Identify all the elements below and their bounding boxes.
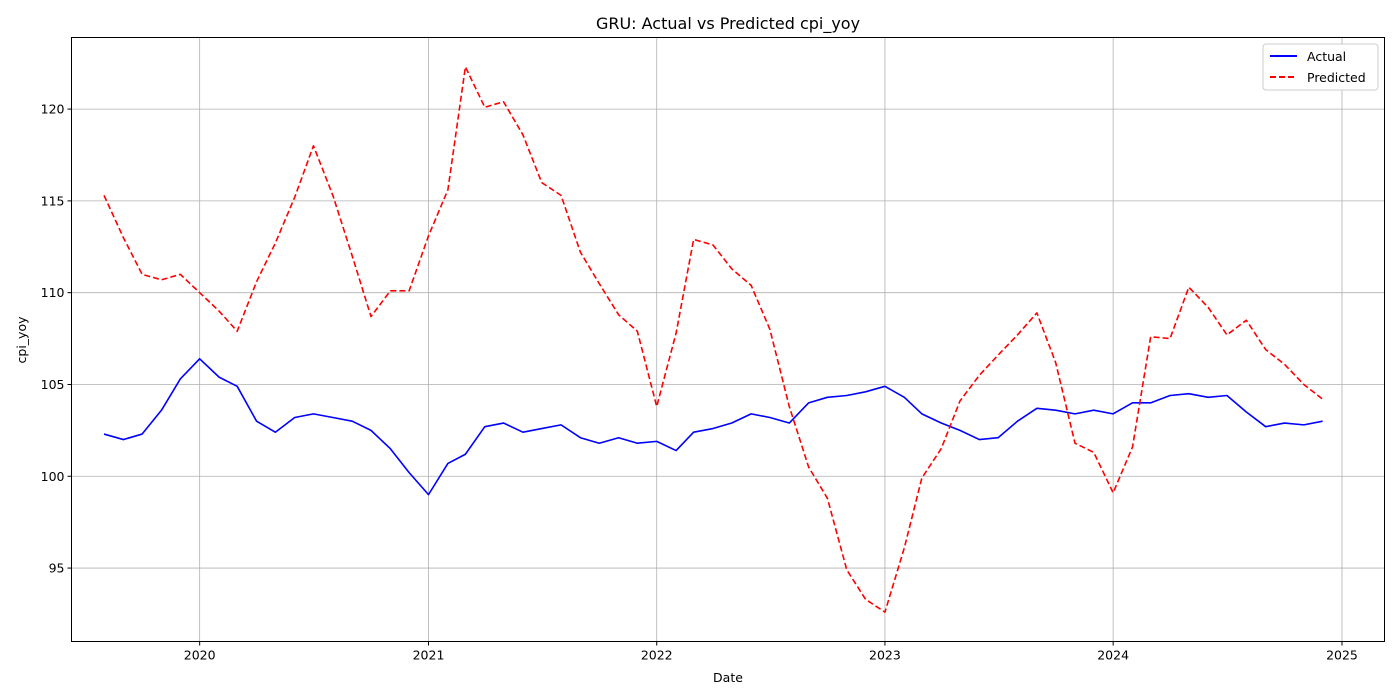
x-tick-label: 2023 xyxy=(869,648,901,663)
x-axis: 2020 2021 2022 2023 2024 2025 xyxy=(184,641,1358,663)
y-tick-label: 95 xyxy=(49,561,65,576)
series-layer xyxy=(103,66,1324,613)
y-tick-label: 100 xyxy=(41,469,65,484)
x-tick-label: 2025 xyxy=(1326,648,1358,663)
x-tick-label: 2024 xyxy=(1097,648,1129,663)
series-line-predicted xyxy=(103,66,1324,613)
y-axis: 95 100 105 110 115 120 xyxy=(41,102,72,576)
y-tick-label: 110 xyxy=(41,285,65,300)
legend-predicted-label: Predicted xyxy=(1307,70,1366,85)
series-line-actual xyxy=(103,357,1323,496)
grid xyxy=(71,37,1385,642)
y-axis-label: cpi_yoy xyxy=(14,316,29,364)
y-tick-label: 115 xyxy=(41,193,65,208)
x-tick-label: 2020 xyxy=(184,648,216,663)
chart-title: GRU: Actual vs Predicted cpi_yoy xyxy=(596,14,860,34)
plot-frame xyxy=(71,37,1385,642)
y-tick-label: 120 xyxy=(41,102,65,117)
legend: Actual Predicted xyxy=(1262,43,1379,91)
y-tick-label: 105 xyxy=(41,377,65,392)
legend-actual-label: Actual xyxy=(1307,49,1346,64)
x-axis-label: Date xyxy=(713,670,743,685)
x-tick-label: 2022 xyxy=(641,648,673,663)
x-tick-label: 2021 xyxy=(413,648,445,663)
